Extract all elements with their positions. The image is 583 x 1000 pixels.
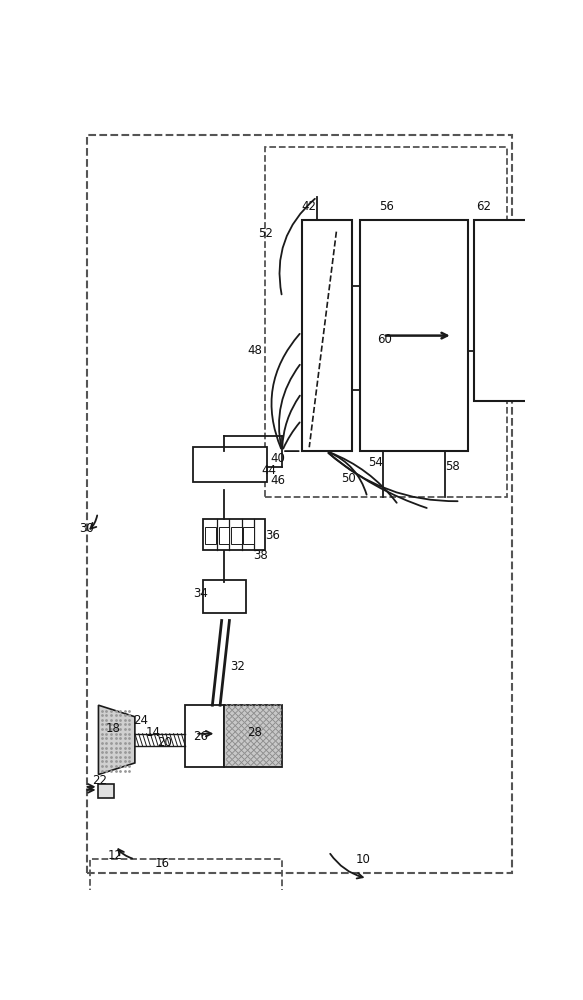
Text: 20: 20 [157, 736, 172, 749]
Text: 30: 30 [79, 522, 94, 535]
Text: 44: 44 [261, 464, 276, 477]
Text: 16: 16 [154, 857, 170, 870]
Bar [360, 220, 468, 451]
Bar [185, 705, 224, 767]
Bar [99, 784, 114, 798]
Text: 14: 14 [145, 726, 160, 739]
Text: 40: 40 [271, 452, 286, 465]
Text: 62: 62 [476, 200, 491, 213]
Text: 52: 52 [258, 227, 272, 240]
Bar [193, 447, 266, 482]
Text: 50: 50 [340, 472, 356, 485]
Text: 58: 58 [445, 460, 460, 473]
Text: 24: 24 [134, 714, 149, 727]
Polygon shape [99, 705, 135, 774]
Bar [203, 580, 245, 613]
Bar [231, 527, 242, 544]
Bar [243, 527, 254, 544]
Bar [205, 527, 216, 544]
Text: 22: 22 [93, 774, 107, 787]
Text: 10: 10 [356, 853, 371, 866]
Text: 34: 34 [194, 587, 208, 600]
Text: 60: 60 [377, 333, 392, 346]
Text: 32: 32 [230, 660, 245, 673]
Bar [90, 859, 282, 1000]
Text: 56: 56 [380, 200, 394, 213]
Text: 12: 12 [108, 849, 123, 862]
Text: 38: 38 [253, 549, 268, 562]
Text: 28: 28 [248, 726, 262, 739]
Text: 36: 36 [265, 529, 280, 542]
Text: 48: 48 [248, 344, 262, 358]
Bar [224, 705, 282, 767]
Bar [265, 147, 507, 497]
Bar [475, 220, 548, 401]
Text: 42: 42 [302, 200, 317, 213]
Text: 18: 18 [106, 722, 121, 735]
Text: 26: 26 [193, 730, 208, 742]
Text: 54: 54 [368, 456, 382, 469]
Bar [219, 527, 230, 544]
Bar [301, 220, 352, 451]
Text: 46: 46 [271, 474, 286, 487]
Bar [203, 519, 265, 550]
